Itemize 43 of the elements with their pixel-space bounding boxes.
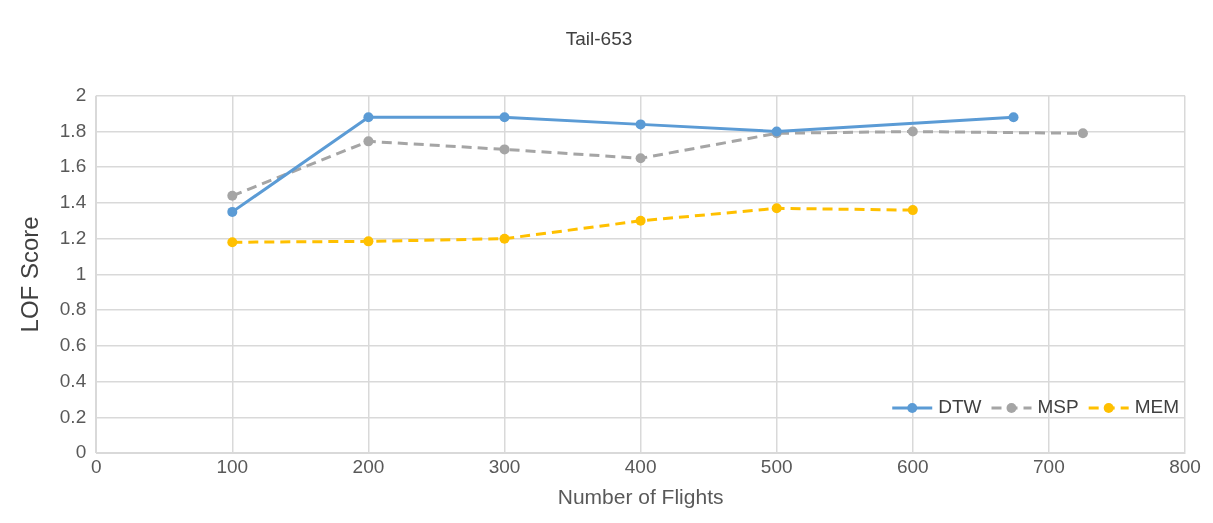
y-tick-label: 1.8 — [59, 119, 87, 141]
chart-title: Tail-653 — [565, 27, 633, 49]
point — [499, 233, 510, 244]
point — [363, 236, 374, 247]
point — [363, 136, 374, 147]
y-tick-label: 1.6 — [59, 155, 87, 177]
point — [227, 206, 238, 217]
y-tick-label: 0.8 — [59, 298, 87, 320]
y-tick-label: 2 — [75, 84, 87, 106]
x-tick-label: 400 — [624, 455, 657, 477]
legend-label: MEM — [1134, 396, 1179, 418]
x-tick-label: 100 — [216, 455, 249, 477]
y-tick-label: 0.4 — [59, 369, 87, 391]
point — [227, 237, 238, 248]
point — [635, 153, 646, 164]
x-tick-label: 700 — [1033, 455, 1065, 477]
point — [499, 144, 510, 155]
x-tick-label: 800 — [1169, 455, 1201, 477]
y-tick-label: 1.4 — [59, 191, 87, 213]
y-tick-label: 0.6 — [59, 334, 87, 356]
legend-label: DTW — [938, 396, 982, 418]
point — [1008, 112, 1019, 123]
x-tick-label: 300 — [488, 455, 521, 477]
x-tick-label: 500 — [760, 455, 793, 477]
x-tick-label: 0 — [90, 455, 102, 477]
point — [635, 119, 646, 130]
y-tick-label: 1 — [75, 262, 87, 284]
point — [227, 190, 238, 201]
y-tick-label: 0.2 — [59, 405, 87, 427]
point — [771, 203, 782, 214]
point — [363, 112, 374, 123]
point — [907, 205, 918, 216]
y-tick-label: 1.2 — [59, 226, 87, 248]
y-axis-title: LOF Score — [16, 216, 44, 333]
x-axis-title: Number of Flights — [557, 485, 724, 509]
point — [635, 215, 646, 226]
point — [907, 126, 918, 137]
x-tick-label: 200 — [352, 455, 385, 477]
legend-label: MSP — [1037, 396, 1079, 418]
y-tick-label: 0 — [75, 441, 87, 463]
point — [499, 112, 510, 123]
point — [1077, 128, 1088, 139]
x-tick-label: 600 — [896, 455, 929, 477]
